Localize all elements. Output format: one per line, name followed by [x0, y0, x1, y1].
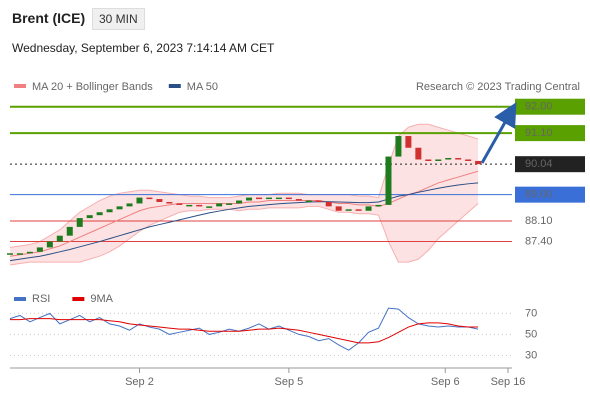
level-label: 88.10 [525, 215, 553, 227]
candle [285, 197, 292, 200]
candle [345, 209, 352, 211]
level-label: 92.00 [525, 101, 553, 113]
level-box [515, 125, 585, 142]
candle [246, 197, 253, 201]
source-note: Research © 2023 Trading Central [416, 81, 580, 93]
candle [435, 159, 442, 161]
candle [465, 159, 472, 161]
candle [395, 136, 402, 157]
candle [36, 247, 43, 252]
candle [256, 197, 262, 200]
candle [475, 160, 482, 165]
bollinger-lower [9, 203, 479, 266]
candle [196, 204, 203, 207]
candle [226, 203, 233, 205]
ma-line [9, 182, 479, 262]
candle [315, 200, 322, 203]
candle [455, 158, 462, 160]
legend-label: MA 50 [187, 81, 218, 93]
candle [335, 206, 342, 211]
candle [415, 147, 422, 160]
x-tick-label: Sep 16 [491, 376, 526, 388]
ma-line [9, 170, 479, 257]
candle [365, 206, 372, 211]
candle [385, 156, 392, 205]
candle [126, 203, 133, 207]
level-label: 87.40 [525, 235, 553, 247]
legend-swatch [14, 84, 26, 88]
candle [46, 241, 53, 248]
y-tick-label: 70 [525, 307, 537, 319]
interval-button[interactable]: 30 MIN [92, 8, 145, 30]
candle [295, 199, 302, 201]
candle [305, 200, 312, 203]
candle [275, 197, 282, 200]
y-tick-label: 50 [525, 328, 537, 340]
candle [136, 197, 143, 204]
indicator-line [9, 307, 479, 351]
legend-label: RSI [32, 293, 50, 305]
legend-label: 9MA [90, 293, 113, 305]
x-tick-label: Sep 6 [431, 376, 460, 388]
legend-label: MA 20 + Bollinger Bands [32, 81, 153, 93]
candle [445, 158, 452, 160]
indicator-line [10, 318, 479, 344]
legend-swatch [168, 84, 181, 88]
candle [176, 203, 183, 205]
candle [96, 212, 103, 216]
timestamp: Wednesday, September 6, 2023 7:14:14 AM … [12, 41, 275, 55]
candle [156, 199, 163, 202]
candle [265, 197, 272, 200]
candle [186, 204, 193, 207]
candle [66, 226, 73, 236]
candle [106, 209, 113, 213]
candle [236, 200, 243, 204]
candle [26, 251, 33, 254]
candle [16, 253, 23, 255]
level-box [515, 186, 585, 203]
header: Brent (ICE) 30 MIN Wednesday, September … [0, 0, 590, 70]
candle [166, 201, 173, 204]
legend-swatch [14, 297, 26, 301]
candle [56, 235, 63, 242]
candle [216, 203, 223, 207]
candle [355, 209, 362, 211]
candle [375, 204, 382, 207]
level-box [515, 98, 585, 115]
candle [146, 197, 153, 200]
y-tick-label: 30 [525, 349, 537, 361]
level-box [515, 156, 585, 173]
candle [405, 136, 412, 148]
candle [116, 206, 123, 210]
bollinger-fill [10, 124, 479, 265]
candle [86, 215, 93, 219]
instrument-title: Brent (ICE) [12, 10, 86, 26]
candle [206, 206, 213, 208]
level-label: 90.04 [525, 158, 553, 170]
candle [7, 253, 13, 255]
legend-swatch [72, 297, 85, 301]
bollinger-upper [9, 123, 479, 248]
level-label: 91.10 [525, 127, 553, 139]
candle [76, 218, 83, 227]
target-arrow [480, 102, 517, 164]
candle [425, 159, 432, 161]
level-label: 89.00 [525, 189, 553, 201]
x-tick-label: Sep 2 [125, 376, 154, 388]
x-tick-label: Sep 5 [275, 376, 304, 388]
candle [325, 201, 332, 207]
